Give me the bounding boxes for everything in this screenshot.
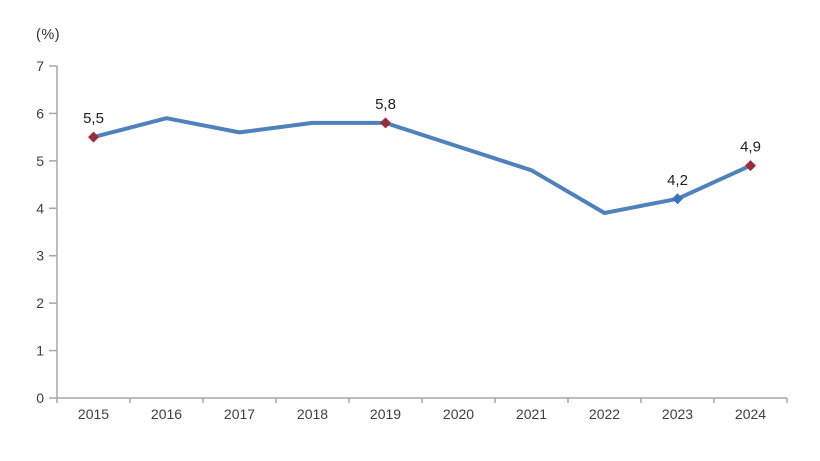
x-axis-year-label: 2017	[224, 406, 255, 422]
data-value-label-2019: 5,8	[375, 96, 396, 113]
x-axis-year-label: 2015	[78, 406, 109, 422]
y-axis-tick-label: 6	[36, 105, 44, 121]
y-axis-tick-label: 2	[36, 295, 44, 311]
percent-unit-label: (%)	[36, 27, 61, 43]
y-axis-tick-label: 4	[36, 200, 44, 216]
data-line-series	[91, 116, 753, 215]
data-point-marker-2023	[672, 193, 683, 205]
x-axis-year-label: 2016	[151, 406, 182, 422]
x-axis-year-label: 2020	[443, 406, 474, 422]
y-axis-tick-label: 5	[36, 153, 44, 169]
data-point-marker-2024	[745, 160, 756, 172]
x-axis-year-label: 2021	[516, 406, 547, 422]
data-value-label-2024: 4,9	[740, 139, 761, 156]
data-point-marker-2015	[88, 131, 99, 143]
y-axis-tick-label: 1	[36, 343, 44, 359]
data-value-label-2015: 5,5	[83, 110, 104, 127]
x-axis-year-label: 2019	[370, 406, 401, 422]
x-axis-year-label: 2023	[662, 406, 693, 422]
y-axis-tick-label: 7	[36, 58, 44, 74]
y-axis-tick-label: 0	[36, 390, 44, 406]
data-point-marker-2019	[380, 117, 391, 129]
data-value-label-2023: 4,2	[667, 172, 688, 189]
x-axis-year-label: 2018	[297, 406, 328, 422]
y-axis-tick-label: 3	[36, 248, 44, 264]
x-axis-year-label: 2022	[589, 406, 620, 422]
x-axis-year-label: 2024	[735, 406, 766, 422]
